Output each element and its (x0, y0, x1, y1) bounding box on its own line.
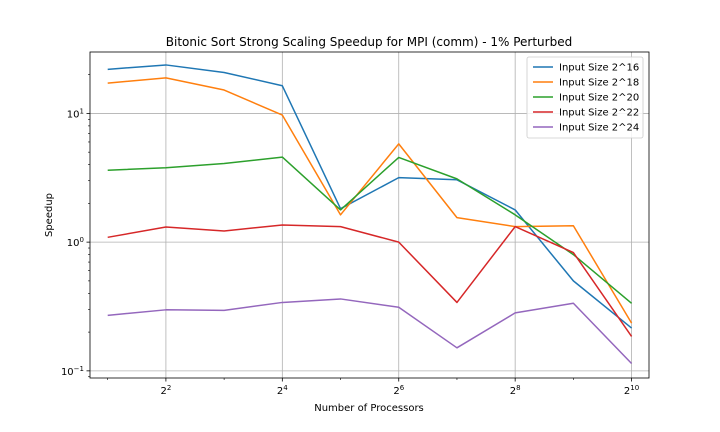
y-tick-base: 10 (61, 367, 74, 378)
y-tick-label: 100 (67, 236, 84, 249)
y-tick-label: 101 (67, 107, 84, 120)
x-tick-label: 22 (160, 384, 171, 397)
y-tick-exponent: 1 (80, 107, 84, 115)
series-line-3 (107, 156, 633, 304)
x-tick-exponent: 10 (630, 384, 639, 392)
x-tick-base: 2 (624, 386, 630, 397)
chart-title: Bitonic Sort Strong Scaling Speedup for … (166, 35, 572, 49)
x-tick-label: 210 (624, 384, 639, 397)
y-tick-exponent: −1 (74, 365, 84, 373)
x-axis-ticks: 22 24 26 28 210 (107, 378, 639, 397)
legend-label: Input Size 2^22 (559, 108, 639, 119)
series-line-2 (107, 77, 633, 324)
x-tick-base: 2 (393, 386, 399, 397)
x-tick-label: 24 (277, 384, 288, 397)
y-tick-label: 10−1 (61, 365, 84, 378)
y-tick-base: 10 (67, 238, 80, 249)
legend: Input Size 2^16 Input Size 2^18 Input Size… (526, 56, 644, 139)
x-tick-label: 28 (510, 384, 521, 397)
series-line-5 (107, 298, 633, 365)
legend-label: Input Size 2^16 (559, 63, 639, 74)
series-line-1 (107, 64, 633, 329)
x-tick-base: 2 (277, 386, 283, 397)
x-tick-exponent: 8 (516, 384, 520, 392)
legend-label: Input Size 2^24 (559, 123, 639, 134)
legend-label: Input Size 2^20 (559, 93, 639, 104)
legend-label: Input Size 2^18 (559, 78, 639, 89)
x-tick-base: 2 (160, 386, 166, 397)
x-tick-base: 2 (510, 386, 516, 397)
x-tick-exponent: 4 (283, 384, 288, 392)
x-tick-exponent: 2 (167, 384, 171, 392)
y-tick-exponent: 0 (80, 236, 84, 244)
x-axis-label: Number of Processors (314, 403, 424, 414)
series-line-4 (107, 224, 633, 337)
series-lines (107, 64, 633, 365)
x-tick-label: 26 (393, 384, 404, 397)
legend-box (526, 56, 644, 139)
plot-frame (89, 51, 650, 379)
y-axis-label: Speedup (44, 193, 55, 237)
y-tick-base: 10 (67, 109, 80, 120)
x-tick-exponent: 6 (400, 384, 405, 392)
